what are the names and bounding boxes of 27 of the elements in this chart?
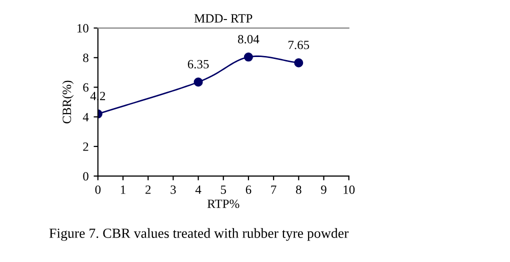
y-tick-label: 8 bbox=[83, 54, 88, 62]
y-axis-title: CBR(%) bbox=[62, 80, 74, 124]
point bbox=[194, 78, 203, 87]
x-tick-label: 0 bbox=[95, 185, 101, 194]
x-tick-label: 1 bbox=[120, 186, 126, 194]
data-label: 7.65 bbox=[288, 40, 310, 50]
x-tick-label: 8 bbox=[296, 185, 302, 194]
x-tick-label: 9 bbox=[321, 185, 326, 194]
chart-title: MDD- RTP bbox=[194, 14, 252, 23]
point bbox=[294, 58, 304, 68]
y-tick-label: 10 bbox=[77, 24, 88, 32]
y-tick-label: 0 bbox=[83, 172, 88, 181]
y-tick-label: 2 bbox=[83, 142, 88, 151]
x-tick-label: 4 bbox=[195, 186, 202, 194]
x-tick-label: 3 bbox=[170, 185, 176, 194]
x-tick-label: 10 bbox=[344, 185, 355, 194]
data-label: 8.04 bbox=[238, 34, 260, 44]
y-tick-label: 4 bbox=[82, 112, 89, 122]
x-axis-title: RTP% bbox=[207, 200, 240, 208]
point bbox=[244, 52, 253, 62]
data-label: 6.35 bbox=[188, 60, 209, 68]
caption: Figure 7. CBR values treated with rubber tyre powder bbox=[49, 228, 349, 241]
y-tick-label: 6 bbox=[83, 83, 89, 92]
x-tick-label: 7 bbox=[271, 186, 276, 194]
x-tick-label: 2 bbox=[146, 185, 151, 194]
x-tick-label: 5 bbox=[220, 186, 226, 194]
x-tick-label: 6 bbox=[246, 185, 252, 194]
